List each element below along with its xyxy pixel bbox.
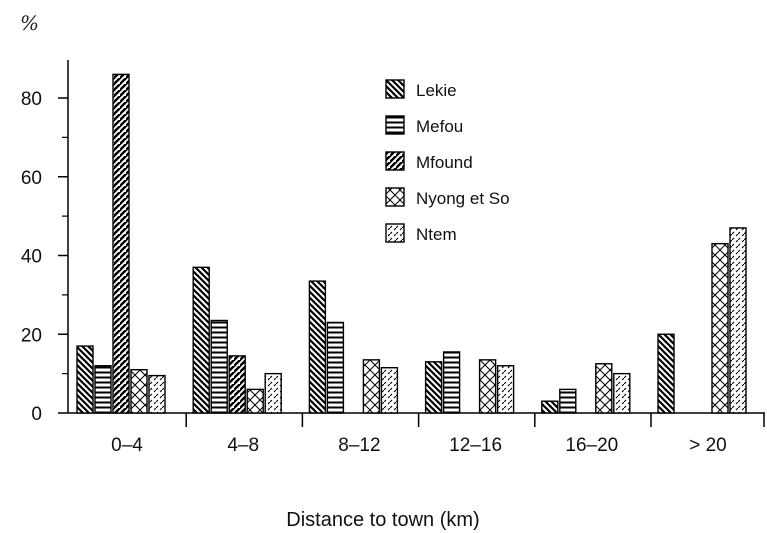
legend-label: Mfound bbox=[416, 153, 473, 172]
bar-lekie-0 bbox=[76, 345, 94, 414]
y-axis-label: % bbox=[20, 11, 39, 35]
bar-ntem-5 bbox=[729, 227, 747, 414]
x-tick-label: 4–8 bbox=[227, 435, 259, 456]
bar-ntem-2 bbox=[380, 367, 399, 414]
bar-ntem-4 bbox=[613, 372, 631, 414]
x-tick-label: 12–16 bbox=[449, 435, 502, 456]
legend: Lekie Mefou Mfound Nyong et So Ntem bbox=[385, 79, 510, 244]
bar-lekie-2 bbox=[308, 280, 327, 414]
bar-nyong-et-so-1 bbox=[246, 388, 264, 414]
x-tick-label: 8–12 bbox=[338, 435, 380, 456]
x-tick-label: 0–4 bbox=[111, 435, 143, 456]
bar-lekie-5 bbox=[657, 333, 675, 414]
bar-mefou-4 bbox=[559, 388, 577, 414]
bar-ntem-3 bbox=[496, 365, 515, 414]
legend-swatch bbox=[385, 223, 405, 243]
legend-swatch bbox=[385, 115, 405, 135]
y-tick-label: 40 bbox=[21, 247, 42, 268]
y-tick-label: 60 bbox=[21, 168, 42, 189]
bar-mefou-2 bbox=[326, 321, 345, 414]
bar-lekie-1 bbox=[192, 266, 210, 414]
bar-nyong-et-so-4 bbox=[595, 363, 613, 414]
legend-swatch bbox=[385, 187, 405, 207]
x-axis: 0–4 4–8 8–12 12–16 16–20 > 20 bbox=[68, 412, 765, 456]
bar-mfound-1 bbox=[228, 355, 246, 414]
bar-nyong-et-so-5 bbox=[711, 242, 729, 414]
bar-mefou-0 bbox=[94, 365, 112, 414]
bar-mefou-1 bbox=[210, 319, 228, 414]
x-tick-label: > 20 bbox=[689, 435, 727, 456]
y-tick-label: 20 bbox=[21, 325, 42, 346]
bars bbox=[76, 73, 747, 414]
legend-label: Lekie bbox=[416, 81, 457, 100]
bar-lekie-4 bbox=[541, 400, 559, 414]
bar-mfound-0 bbox=[112, 73, 130, 414]
bar-nyong-et-so-3 bbox=[478, 359, 497, 414]
x-tick-label: 16–20 bbox=[565, 435, 618, 456]
bar-mefou-3 bbox=[442, 351, 461, 414]
y-tick-label: 80 bbox=[21, 89, 42, 110]
legend-swatch bbox=[385, 151, 405, 171]
bar-nyong-et-so-0 bbox=[130, 368, 148, 414]
bar-lekie-3 bbox=[424, 361, 443, 414]
y-axis: 0 20 40 60 80 bbox=[21, 60, 69, 425]
y-tick-label: 0 bbox=[31, 404, 42, 425]
legend-swatch bbox=[385, 79, 405, 99]
bar-ntem-0 bbox=[148, 374, 166, 414]
legend-label: Mefou bbox=[416, 117, 463, 136]
legend-label: Nyong et So bbox=[416, 189, 510, 208]
legend-label: Ntem bbox=[416, 225, 457, 244]
bar-nyong-et-so-2 bbox=[362, 359, 381, 414]
x-axis-label: Distance to town (km) bbox=[286, 509, 479, 531]
bar-ntem-1 bbox=[264, 372, 282, 414]
